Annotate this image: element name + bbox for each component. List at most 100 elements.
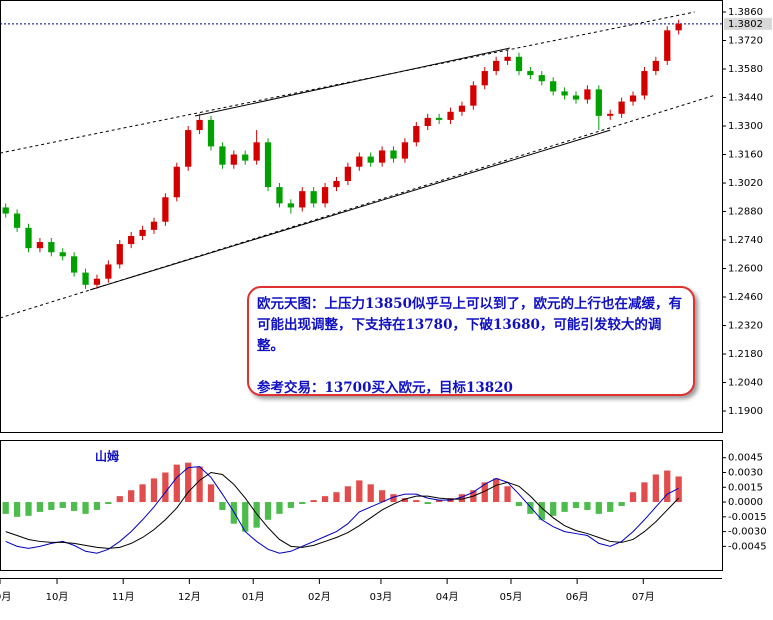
histogram-bar — [162, 472, 169, 503]
histogram-bar — [185, 462, 192, 503]
histogram-bar — [321, 496, 329, 503]
candle-body — [458, 105, 466, 112]
y-tick-label: 0.0000 — [728, 497, 763, 508]
candle-body — [219, 146, 226, 165]
annotation-text: 欧元天图：上压力13850似乎马上可以到了，欧元的上行也在减缓，有可能出现调整，… — [257, 296, 682, 354]
histogram-bar — [287, 502, 294, 508]
histogram-bar — [629, 492, 637, 503]
indicator-line — [5, 466, 679, 554]
histogram-bar — [584, 502, 591, 510]
y-tick-label: -0.0030 — [728, 527, 767, 538]
histogram-bar — [128, 490, 135, 503]
candle-body — [367, 156, 374, 163]
trendline — [0, 11, 695, 154]
trendline — [89, 129, 611, 291]
candle-body — [71, 256, 78, 273]
candle-body — [538, 75, 545, 82]
candle-body — [390, 150, 397, 159]
candle-body — [139, 229, 146, 236]
histogram-bar — [367, 484, 374, 503]
histogram-bar — [196, 466, 203, 503]
histogram-bar — [356, 480, 363, 503]
candle-body — [527, 71, 534, 76]
annotation: 欧元天图：上压力13850似乎马上可以到了，欧元的上行也在减缓，有可能出现调整，… — [247, 286, 695, 396]
candle-body — [344, 166, 352, 181]
candle-body — [116, 244, 123, 265]
indicator-line — [5, 471, 680, 549]
x-tick-label: 09月 — [0, 591, 11, 603]
histogram-bar — [401, 498, 409, 503]
candle-body — [93, 278, 101, 285]
candle-body — [641, 71, 648, 96]
y-tick-label: 1.3720 — [728, 36, 763, 47]
candle-body — [242, 154, 249, 161]
histogram-bar — [105, 502, 112, 505]
candle-body — [629, 95, 637, 102]
candle-body — [607, 113, 614, 116]
candle-body — [82, 272, 89, 285]
histogram-bar — [435, 500, 443, 503]
candle-body — [618, 101, 625, 114]
histogram-bar — [550, 502, 557, 516]
histogram-bar — [675, 476, 682, 503]
candle-body — [321, 187, 329, 204]
histogram-bar — [538, 502, 545, 520]
indicator-title: 山姆 — [95, 449, 119, 464]
candle-body — [207, 119, 215, 147]
candle-body — [150, 221, 158, 230]
annotation-text: 参考交易：13700买入欧元，目标13820 — [257, 380, 513, 396]
y-tick-label: 1.1900 — [728, 406, 763, 417]
histogram-bar — [242, 502, 249, 532]
candle-body — [287, 203, 294, 208]
candle-body — [196, 119, 203, 131]
candle-body — [493, 60, 500, 72]
histogram-bar — [618, 502, 625, 506]
histogram-bar — [25, 502, 32, 516]
histogram-bar — [595, 502, 602, 514]
candle-body — [36, 242, 44, 249]
trendline — [0, 94, 716, 319]
histogram-bar — [48, 502, 55, 510]
y-tick-label: 0.0030 — [728, 468, 763, 479]
y-tick-label: 1.3160 — [728, 150, 763, 161]
histogram-bar — [458, 494, 466, 503]
x-tick-label: 02月 — [308, 591, 331, 603]
candle-body — [652, 60, 659, 72]
x-tick-label: 12月 — [178, 591, 201, 603]
candle-body — [584, 89, 591, 100]
candle-body — [333, 180, 340, 188]
candle-body — [2, 207, 9, 214]
candle-body — [481, 71, 488, 86]
candle-body — [664, 30, 671, 61]
candle-body — [595, 89, 602, 116]
histogram-bar — [607, 502, 614, 512]
candle-body — [435, 117, 443, 120]
histogram-bar — [2, 502, 9, 514]
candle-body — [561, 91, 568, 96]
y-tick-label: 1.2320 — [728, 321, 763, 332]
histogram-bar — [264, 502, 272, 520]
x-tick-label: 05月 — [500, 591, 523, 603]
histogram-bar — [481, 482, 488, 503]
y-tick-label: 1.2460 — [728, 292, 763, 303]
histogram-bar — [413, 500, 420, 503]
candle-body — [276, 187, 283, 204]
histogram-bar — [527, 502, 534, 514]
candle-body — [264, 142, 272, 188]
histogram-bar — [93, 502, 101, 510]
y-tick-label: 1.2880 — [728, 207, 763, 218]
x-tick-label: 04月 — [436, 591, 459, 603]
candle-body — [356, 156, 363, 167]
candle-body — [128, 235, 135, 245]
histogram-bar — [378, 490, 386, 503]
x-tick-label: 01月 — [242, 591, 265, 603]
last-price-box — [724, 17, 772, 30]
candle-body — [572, 95, 580, 100]
histogram-bar — [504, 486, 511, 503]
candle-body — [253, 142, 260, 161]
histogram-bar — [561, 502, 568, 512]
candle-body — [413, 126, 420, 143]
x-tick-label: 06月 — [566, 591, 589, 603]
